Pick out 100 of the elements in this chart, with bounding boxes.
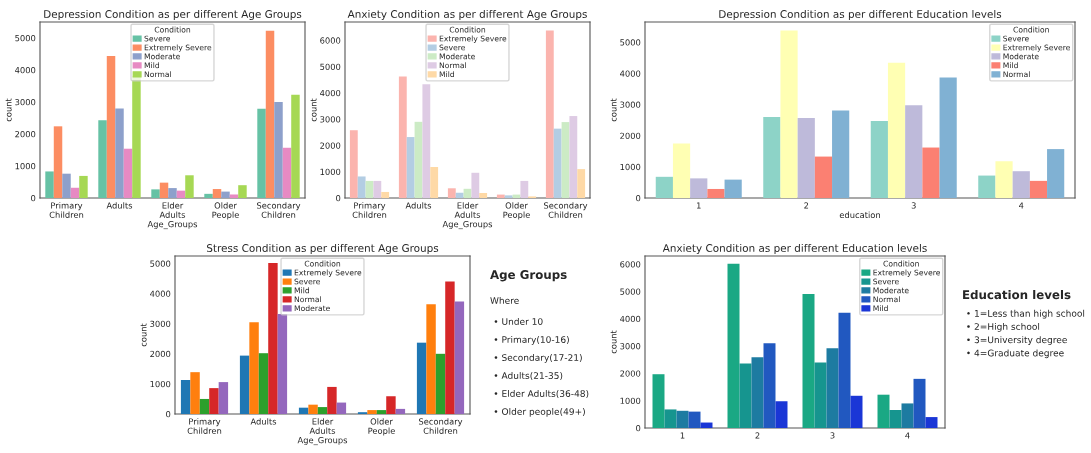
chart-title: Anxiety Condition as per different Age Groups [347,9,587,20]
y-tick-label: 1000 [620,397,641,404]
x-axis-title: education [839,211,880,219]
x-tick-label: 3 [830,432,835,439]
bar [447,188,456,198]
bar [212,189,222,198]
bar [763,343,776,428]
y-tick-label: 0 [636,194,641,202]
bar [106,55,116,198]
bar [79,175,88,198]
x-tick-label: Primary Children [49,202,84,218]
bar [376,410,387,414]
chart-title: Depression Condition as per different Age Groups [44,9,302,20]
bar [724,179,742,198]
bar [317,407,328,414]
y-tick-label: 5000 [620,288,641,295]
bar [430,167,439,198]
bar [978,175,996,198]
x-tick-label: Older People [368,418,395,436]
bar [676,410,689,428]
y-tick-label: 3000 [150,320,171,327]
x-tick-label: 2 [804,202,809,209]
bar [416,342,427,414]
bar [479,193,488,198]
y-axis-title: count [140,323,147,347]
bar [690,178,708,198]
bar [925,417,938,428]
bar [327,386,337,414]
x-axis-title: Age_Groups [297,436,348,446]
y-tick-label: 4000 [620,315,641,323]
bar [887,62,906,198]
bar [727,263,740,428]
bar [445,281,455,414]
bar [258,353,269,414]
x-tick-label: Elder Adults [159,202,186,218]
bar [151,189,160,198]
bar [870,121,888,198]
bar [1047,149,1065,198]
text: • Primary(10-16) [494,336,569,345]
bar [877,394,890,428]
x-tick-label: 3 [911,202,916,209]
bar [850,395,863,428]
y-tick-label: 4000 [150,290,171,297]
y-tick-label: 2000 [620,370,641,377]
chart-title: Anxiety Condition as per different Education levels [662,243,927,254]
text: • Adults(21-35) [494,372,563,381]
x-tick-label: Elder Adults [454,202,481,218]
bar [98,120,107,198]
bar [814,156,833,198]
bar [1012,171,1030,198]
bar [913,378,926,428]
y-tick-label: 4000 [620,70,641,77]
x-tick-label: Secondary Children [418,418,463,434]
bar [901,403,914,428]
bar [435,353,446,414]
bar [123,148,133,198]
bar [115,108,124,198]
bar [199,398,210,414]
bar [53,126,63,198]
x-axis-title: Age_Groups [147,220,198,230]
y-tick-label: 2000 [320,142,341,149]
y-axis-title: count [610,330,617,354]
bar [291,94,300,198]
bar [45,171,54,198]
x-tick-label: Secondary Children [543,202,588,218]
x-tick-label: Adults [405,202,432,209]
x-tick-label: 4 [905,432,910,439]
bar [569,116,578,198]
text: Education levels [963,290,1071,300]
bar [176,190,186,198]
bar [395,408,406,414]
bar [455,192,464,198]
bar [545,30,554,198]
bar [426,304,436,414]
bar [180,379,191,414]
bar [763,117,781,198]
bar [209,388,219,414]
x-tick-label: Elder Adults [309,418,336,434]
text: Age Groups [490,270,567,282]
bar [504,195,513,198]
y-tick-label: 3000 [320,116,341,123]
y-tick-label: 4000 [320,89,341,97]
bar [367,410,377,414]
x-tick-label: Primary Children [352,202,387,218]
y-tick-label: 5000 [15,34,36,42]
x-tick-label: Older People [503,202,530,220]
bar [398,76,407,198]
y-tick-label: 1000 [150,380,171,388]
y-tick-label: 0 [31,194,36,202]
bar [454,301,465,414]
x-tick-label: Adults [250,418,277,425]
y-tick-label: 3000 [15,98,36,106]
text: • 4=Graduate degree [967,349,1064,359]
bar [268,262,278,414]
bar [249,322,259,414]
bar [239,355,250,414]
bar [349,130,358,198]
y-tick-label: 5000 [620,39,641,46]
y-tick-label: 0 [166,410,171,418]
bar [700,422,713,428]
